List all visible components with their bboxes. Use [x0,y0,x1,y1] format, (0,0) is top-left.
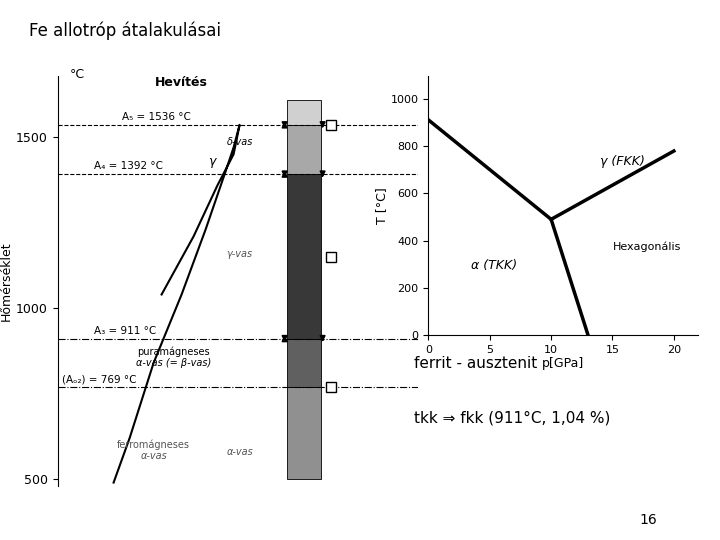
Text: A₅ = 1536 °C: A₅ = 1536 °C [122,112,191,122]
Bar [287,387,320,479]
Bar [287,174,320,339]
Bar [287,125,320,174]
Text: δ-vas: δ-vas [226,137,253,147]
Text: γ: γ [208,154,215,167]
Y-axis label: T [°C]: T [°C] [375,187,388,224]
Bar [287,99,320,125]
Text: Fe allotróp átalakulásai: Fe allotróp átalakulásai [29,22,221,40]
Text: tkk ⇒ fkk (911°C, 1,04 %): tkk ⇒ fkk (911°C, 1,04 %) [414,410,611,426]
Text: A₃ = 911 °C: A₃ = 911 °C [94,326,156,336]
Text: 16: 16 [639,513,657,527]
Text: (Aₒ₂) = 769 °C: (Aₒ₂) = 769 °C [62,375,136,385]
Text: ferrit - ausztenit: ferrit - ausztenit [414,356,537,372]
Text: Hexagonális: Hexagonális [613,241,681,252]
Text: A₄ = 1392 °C: A₄ = 1392 °C [94,161,163,171]
Text: °C: °C [70,68,85,80]
Text: α-vas: α-vas [140,451,167,461]
X-axis label: p[GPa]: p[GPa] [542,357,585,370]
Text: α (TKK): α (TKK) [472,259,518,272]
Text: γ (FKK): γ (FKK) [600,155,645,168]
Text: Hevítés: Hevítés [156,76,208,89]
Bar [287,339,320,387]
Text: ferromágneses: ferromágneses [117,440,190,450]
Text: α-vas (= β-vas): α-vas (= β-vas) [136,357,211,368]
Text: α-vas: α-vas [226,447,253,457]
Text: γ-vas: γ-vas [227,249,253,259]
Y-axis label: Hőmérséklet: Hőmérséklet [0,241,13,321]
Text: puramágneses: puramágneses [138,347,210,357]
